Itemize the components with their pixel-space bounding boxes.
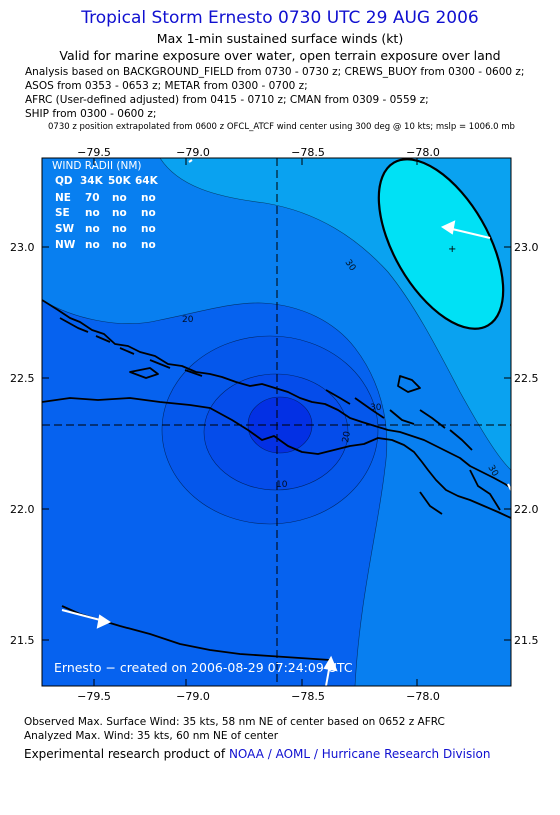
svg-text:+: + <box>448 244 456 255</box>
created-stamp: Ernesto − created on 2006-08-29 07:24:09… <box>54 660 353 675</box>
lat-tick-label: 21.5 <box>514 634 539 647</box>
lon-tick-label: −79.0 <box>176 690 210 703</box>
wind-arrow <box>188 159 193 163</box>
lon-tick-label: −79.0 <box>176 146 210 159</box>
lat-tick-label: 23.0 <box>10 241 35 254</box>
map-text: 64K <box>135 175 159 187</box>
validity-note: Valid for marine exposure over water, op… <box>59 48 501 63</box>
analyzed-max-wind: Analyzed Max. Wind: 35 kts, 60 nm NE of … <box>24 730 279 742</box>
map-text: NE <box>55 192 71 204</box>
storm-center-crosshair <box>42 158 511 686</box>
map-text: 70 <box>85 192 100 204</box>
map-text: 50K <box>108 175 132 187</box>
wind-arrow-head <box>440 220 456 235</box>
lat-tick-label: 22.5 <box>514 372 539 385</box>
lon-tick-label: −78.5 <box>291 146 325 159</box>
map-text: no <box>85 223 100 235</box>
lon-tick-label: −79.5 <box>77 690 111 703</box>
wind-arrow-head <box>323 655 338 672</box>
contour-label: 10 <box>276 480 288 490</box>
contour-label: 30 <box>370 403 382 413</box>
wind-arrows: + <box>61 159 512 687</box>
position-note: 0730 z position extrapolated from 0600 z… <box>48 122 515 132</box>
map-text: no <box>141 192 156 204</box>
coastline-south <box>42 397 511 519</box>
coastline-keys <box>59 317 501 515</box>
wind-radii-table: WIND RADII (NM) QD 34K 50K 64K NE 70 no … <box>52 160 159 251</box>
map-text: no <box>141 207 156 219</box>
analysis-line: AFRC (User-defined adjusted) from 0415 -… <box>25 94 429 106</box>
map-text: no <box>112 223 127 235</box>
wind-band-lightest <box>377 158 505 330</box>
wind-arrow <box>61 609 105 622</box>
contour-label: 20 <box>182 315 194 325</box>
map-title: Tropical Storm Ernesto 0730 UTC 29 AUG 2… <box>81 8 479 28</box>
lat-tick-label: 23.0 <box>514 241 539 254</box>
map-text: no <box>112 207 127 219</box>
map-subtitle: Max 1-min sustained surface winds (kt) <box>156 31 404 46</box>
credit-org-link[interactable]: NOAA / AOML / Hurricane Research Divisio… <box>228 747 491 761</box>
map-text: no <box>112 239 127 251</box>
lat-tick-label: 21.5 <box>10 634 35 647</box>
lon-tick-label: −78.0 <box>406 690 440 703</box>
analysis-line: SHIP from 0300 - 0600 z; <box>25 108 157 120</box>
credit-line: Experimental research product of NOAA / … <box>24 747 491 761</box>
lat-tick-label: 22.0 <box>10 503 35 516</box>
lat-tick-label: 22.5 <box>10 372 35 385</box>
analysis-line: ASOS from 0353 - 0653 z; METAR from 0300… <box>25 80 308 92</box>
credit-prefix: Experimental research product of <box>24 747 226 761</box>
wind-radii-title: WIND RADII (NM) <box>52 160 142 172</box>
map-text: 34K <box>80 175 104 187</box>
map-text: SW <box>55 223 75 235</box>
map-frame <box>41 157 512 687</box>
observed-max-wind: Observed Max. Surface Wind: 35 kts, 58 n… <box>24 716 445 728</box>
lon-tick-label: −78.0 <box>406 146 440 159</box>
map-text: no <box>85 239 100 251</box>
map-text: QD <box>55 175 73 187</box>
lon-tick-label: −79.5 <box>77 146 111 159</box>
contour-label: 20 <box>341 430 353 443</box>
lat-tick-label: 22.0 <box>514 503 539 516</box>
wind-field-map: 30 20 10 20 30 30 + WIND RADII (NM) QD 3… <box>10 146 539 703</box>
map-text: no <box>112 192 127 204</box>
coastline-north <box>42 299 511 489</box>
wind-arrow <box>447 227 491 239</box>
analysis-line: Analysis based on BACKGROUND_FIELD from … <box>25 66 525 78</box>
map-text: no <box>141 239 156 251</box>
map-text: SE <box>55 207 70 219</box>
map-text: no <box>85 207 100 219</box>
map-text: NW <box>55 239 76 251</box>
lon-tick-label: −78.5 <box>291 690 325 703</box>
wind-arrow-head <box>96 614 112 629</box>
map-text: no <box>141 223 156 235</box>
